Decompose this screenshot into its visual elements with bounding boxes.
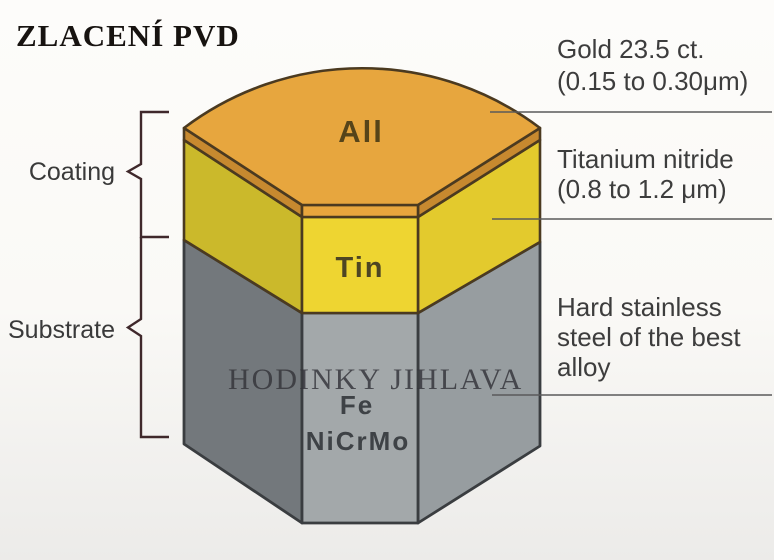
coating-label: Coating (29, 158, 115, 186)
layer-label-tin: Tin (336, 252, 385, 284)
steel-annotation-line1: Hard stainless (557, 292, 722, 322)
substrate-label: Substrate (8, 316, 115, 344)
gold-annotation: Gold 23.5 ct. (0.15 to 0.30μm) (557, 34, 748, 96)
coating-bracket (125, 110, 169, 239)
page-title: ZLACENÍ PVD (16, 18, 240, 53)
titanium-annotation-line1: Titanium nitride (557, 144, 734, 174)
prism (182, 67, 542, 525)
titanium-annotation-line2: (0.8 to 1.2 μm) (557, 174, 727, 204)
steel-annotation-line3: alloy (557, 352, 610, 382)
gold-annotation-line2: (0.15 to 0.30μm) (557, 66, 748, 96)
steel-annotation-line2: steel of the best (557, 322, 741, 352)
steel-annotation: Hard stainless steel of the best alloy (557, 292, 741, 382)
gold-annotation-line1: Gold 23.5 ct. (557, 34, 704, 64)
gold-top-face (182, 67, 542, 207)
watermark: HODINKY JIHLAVA (228, 363, 523, 396)
titanium-annotation: Titanium nitride (0.8 to 1.2 μm) (557, 144, 734, 204)
layer-label-nicrmo: NiCrMo (306, 426, 410, 456)
substrate-bracket (125, 237, 169, 439)
layer-label-fe: Fe (340, 390, 374, 420)
gold-strip-front (300, 203, 420, 219)
layer-label-gold: All (338, 114, 384, 149)
